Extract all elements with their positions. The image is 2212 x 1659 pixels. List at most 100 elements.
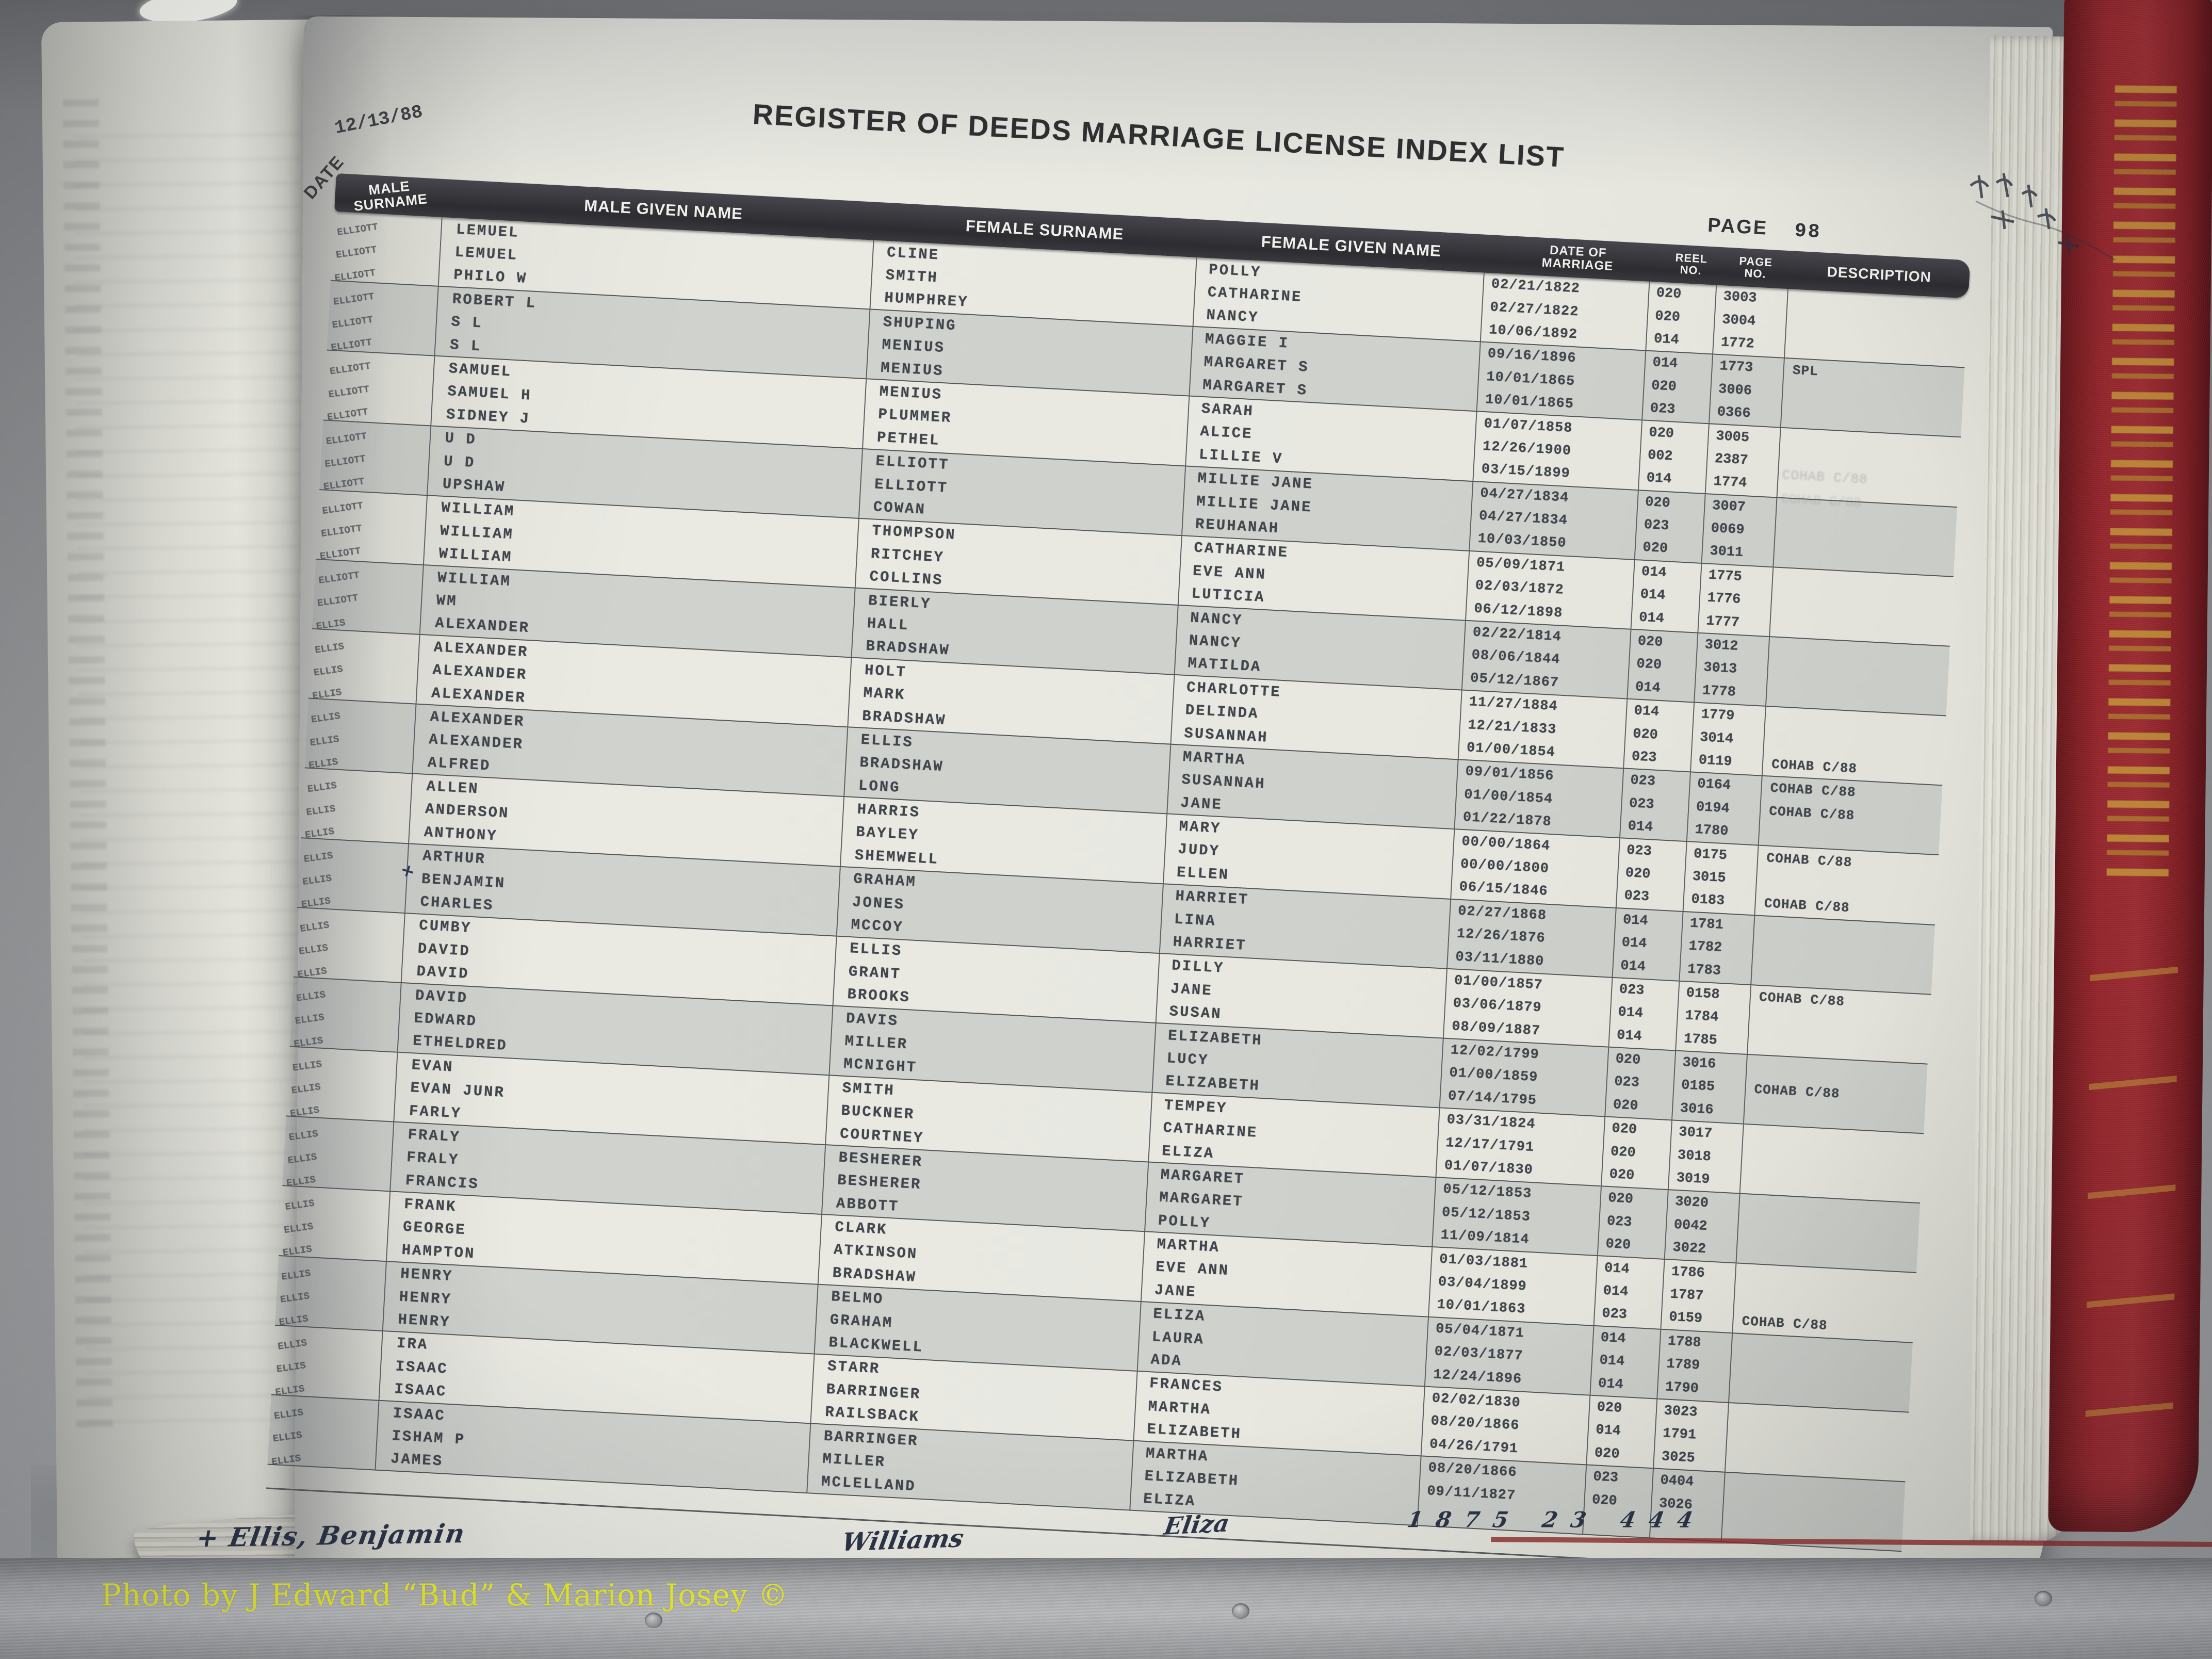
page-no-cell: 1779: [1692, 703, 1766, 730]
page-no-cell: 1774: [1704, 470, 1778, 497]
reel-no-cell: 014: [1595, 1256, 1664, 1283]
metal-shelf: [0, 1558, 2212, 1659]
photographer-watermark: Photo by J Edward “Bud” & Marion Josey ©: [101, 1577, 789, 1613]
page-no-cell: 1772: [1712, 331, 1785, 357]
reel-no-cell: 014: [1631, 582, 1700, 610]
reel-no-cell: 020: [1585, 1441, 1654, 1468]
reel-no-cell: 014: [1613, 931, 1681, 958]
page-no-cell: 2387: [1705, 447, 1779, 474]
reel-no-cell: 023: [1618, 838, 1686, 865]
page-no-cell: 0183: [1682, 888, 1756, 915]
page-no-cell: 3020: [1666, 1190, 1739, 1217]
reel-no-cell: 023: [1620, 791, 1689, 819]
page-no-cell: 3003: [1714, 285, 1788, 312]
reel-no-cell: 020: [1624, 722, 1693, 749]
reel-no-cell: 014: [1594, 1279, 1663, 1306]
page-no-cell: 0185: [1672, 1074, 1746, 1101]
page-no-cell: 0404: [1651, 1469, 1725, 1495]
shelf-screw: [2035, 1591, 2052, 1606]
reel-no-cell: 020: [1640, 420, 1709, 447]
reel-no-cell: 023: [1615, 884, 1684, 911]
page-no-cell: 3012: [1696, 633, 1769, 660]
page-no-cell: 1777: [1697, 609, 1770, 636]
page-no-cell: 0175: [1684, 842, 1758, 869]
reel-no-cell: 023: [1621, 769, 1690, 795]
reel-no-cell: 020: [1646, 304, 1715, 331]
reel-no-cell: 014: [1614, 908, 1683, 935]
handwritten-insert-male-name: + Ellis, Benjamin: [194, 1518, 468, 1553]
reel-no-cell: 014: [1607, 1023, 1677, 1050]
reel-no-cell: 023: [1610, 978, 1679, 1004]
reel-no-cell: 014: [1630, 606, 1699, 632]
page-no-cell: 3016: [1671, 1097, 1745, 1124]
page-number-value: 98: [1794, 220, 1822, 244]
reel-no-cell: 023: [1622, 745, 1691, 772]
reel-no-cell: 014: [1609, 1000, 1678, 1028]
page-no-cell: 0042: [1665, 1213, 1738, 1240]
page-no-cell: 3004: [1713, 307, 1786, 335]
page-no-cell: 3023: [1655, 1399, 1729, 1426]
page-no-cell: 3015: [1683, 865, 1757, 892]
page-no-cell: 1776: [1698, 586, 1772, 613]
page-no-cell: 1784: [1676, 1004, 1750, 1031]
reel-no-cell: 014: [1591, 1326, 1660, 1353]
page-no-cell: 1780: [1686, 818, 1760, 845]
reel-no-cell: 023: [1593, 1302, 1662, 1329]
page-no-cell: 0158: [1677, 981, 1751, 1009]
page-number-label: PAGE: [1707, 214, 1769, 239]
page-no-cell: 3022: [1664, 1235, 1737, 1263]
page-no-cell: 1775: [1699, 563, 1773, 591]
table-body: ELLIOTT LEMUEL CLINE POLLY 02/21/1822 020 3003…: [266, 211, 1969, 1576]
page-no-cell: 0164: [1688, 772, 1762, 800]
handwritten-insert-female-surname: Williams: [839, 1523, 966, 1557]
page-no-cell: 3011: [1701, 540, 1774, 566]
page-no-cell: 3006: [1709, 377, 1783, 404]
reel-no-cell: 002: [1638, 443, 1707, 470]
shelf-screw: [1232, 1603, 1249, 1619]
page-no-cell: 1783: [1679, 957, 1752, 984]
reel-no-cell: 014: [1612, 954, 1680, 981]
reel-no-cell: 014: [1625, 699, 1694, 726]
reel-no-cell: 020: [1606, 1047, 1675, 1074]
page-no-cell: 1790: [1656, 1375, 1730, 1402]
reel-no-cell: 020: [1647, 281, 1716, 308]
reel-no-cell: 014: [1632, 560, 1701, 587]
page-content: DATE 12/13/88 REGISTER OF DEEDS MARRIAGE…: [194, 98, 1971, 1659]
reel-no-cell: 020: [1599, 1186, 1668, 1213]
reel-no-cell: 020: [1597, 1232, 1665, 1259]
page-no-cell: 0366: [1708, 400, 1782, 427]
gold-fleck-marks: [2085, 897, 2179, 1440]
handwritten-insert-female-given: Eliza: [1162, 1508, 1232, 1540]
reel-no-cell: 023: [1598, 1209, 1667, 1236]
reel-no-cell: 020: [1616, 861, 1685, 888]
page-no-cell: 1791: [1654, 1422, 1727, 1449]
column-header-page-no-: PAGE NO.: [1738, 254, 1773, 281]
page-no-cell: 1788: [1658, 1329, 1732, 1357]
page-no-cell: 0159: [1660, 1305, 1733, 1332]
page-no-cell: 1782: [1680, 934, 1753, 962]
page-no-cell: 3025: [1652, 1444, 1726, 1472]
page-no-cell: 3005: [1707, 424, 1780, 451]
page-no-cell: 1785: [1674, 1027, 1748, 1054]
page-no-cell: 3017: [1670, 1120, 1743, 1148]
reel-no-cell: 014: [1587, 1418, 1655, 1445]
page-no-cell: 0119: [1689, 749, 1763, 775]
reel-no-cell: 020: [1642, 373, 1711, 401]
reel-no-cell: 020: [1600, 1163, 1669, 1190]
page-no-cell: 0194: [1687, 795, 1761, 822]
reel-no-cell: 020: [1636, 490, 1705, 517]
page-no-cell: 1789: [1657, 1352, 1731, 1379]
reel-no-cell: 023: [1635, 513, 1703, 540]
reel-no-cell: 020: [1634, 536, 1702, 563]
page-no-cell: 1787: [1661, 1282, 1735, 1310]
reel-no-cell: 020: [1601, 1140, 1670, 1166]
reel-no-cell: 023: [1584, 1465, 1653, 1492]
reel-no-cell: 014: [1589, 1372, 1658, 1398]
reel-no-cell: 014: [1590, 1348, 1659, 1375]
shelf-screw: [645, 1613, 662, 1628]
reel-no-cell: 023: [1605, 1070, 1674, 1097]
fore-edge-ink-scribbles: [1970, 173, 2116, 261]
page-no-cell: 3018: [1668, 1143, 1742, 1170]
reel-no-cell: 014: [1637, 466, 1706, 493]
